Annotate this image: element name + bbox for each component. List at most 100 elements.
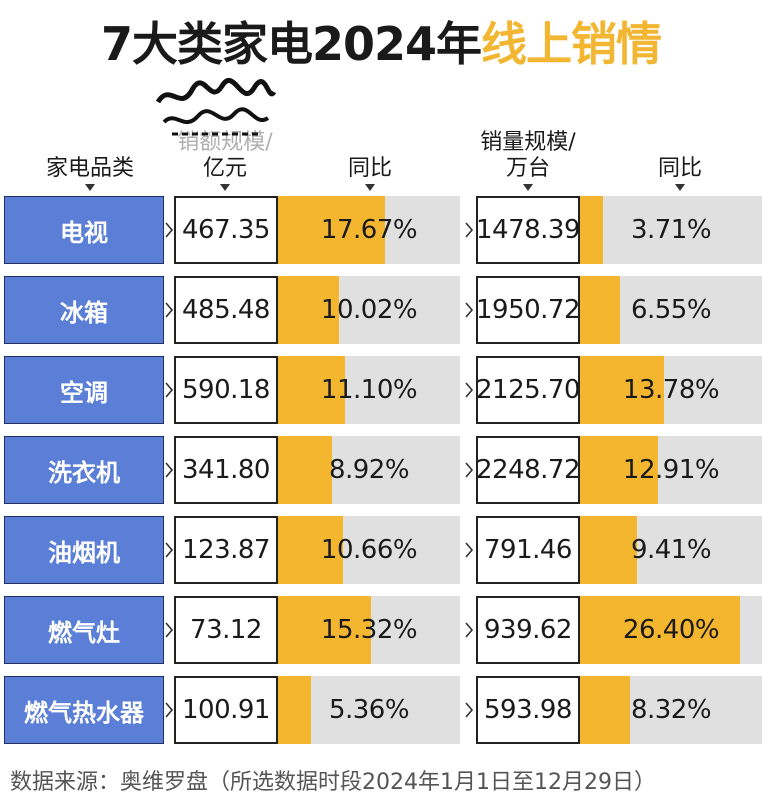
volume-value-cell: 1950.72 [476, 276, 581, 344]
chevron-right-icon [165, 542, 174, 558]
chevron-right-icon [165, 702, 174, 718]
volume-yoy-bar-fill [580, 676, 630, 744]
volume-yoy-bar-track [580, 596, 762, 664]
sales-yoy-label: 5.36% [328, 695, 410, 725]
category-cell: 燃气灶 [4, 596, 164, 664]
volume-value-cell: 2248.72 [476, 436, 581, 504]
sales-value-cell: 73.12 [174, 596, 278, 664]
title-highlight: 线上销情 [481, 17, 662, 71]
volume-yoy-label: 26.40% [622, 615, 720, 645]
table-row: 空调 590.18 11.10% 2125.70 13.78% [0, 356, 762, 426]
sales-yoy-bar-track [278, 676, 460, 744]
volume-yoy-bar-track [580, 676, 762, 744]
sales-yoy-label: 15.32% [320, 615, 418, 645]
sales-yoy-bar-fill [278, 356, 345, 424]
category-cell: 空调 [4, 356, 164, 424]
chevron-right-icon [465, 542, 474, 558]
sales-yoy-label: 10.66% [320, 535, 418, 565]
sales-yoy-bar-track [278, 356, 460, 424]
header-yoy-volume-label: 同比 [657, 156, 702, 181]
header-yoy-sales: 同比 [320, 156, 420, 191]
page-title: 7大类家电2024年线上销情 [0, 14, 762, 74]
header-sales-value: 销额规模/ 亿元 [160, 130, 290, 191]
volume-yoy-bar-fill [580, 356, 664, 424]
volume-yoy-bar-track [580, 356, 762, 424]
volume-value-cell: 1478.39 [476, 196, 581, 264]
sales-value-cell: 467.35 [174, 196, 278, 264]
volume-yoy-bar-track [580, 196, 762, 264]
chevron-right-icon [465, 462, 474, 478]
sales-yoy-label: 8.92% [328, 455, 410, 485]
sales-yoy-label: 10.02% [320, 295, 418, 325]
category-cell: 冰箱 [4, 276, 164, 344]
volume-yoy-bar-fill [580, 436, 658, 504]
volume-yoy-bar-track [580, 436, 762, 504]
sales-yoy-bar-fill [278, 596, 371, 664]
sales-yoy-bar-track [278, 436, 460, 504]
table-row: 洗衣机 341.80 8.92% 2248.72 12.91% [0, 436, 762, 506]
volume-yoy-label: 8.32% [630, 695, 712, 725]
sales-value-cell: 485.48 [174, 276, 278, 344]
header-category-label: 家电品类 [45, 156, 134, 181]
chevron-right-icon [165, 302, 174, 318]
sales-value-cell: 341.80 [174, 436, 278, 504]
header-sales-value-line1: 销额规模/ [177, 130, 273, 155]
header-category-arrow [85, 184, 95, 191]
header-sales-value-line2: 亿元 [202, 156, 247, 181]
chevron-right-icon [465, 622, 474, 638]
volume-yoy-bar-fill [580, 596, 740, 664]
volume-value-cell: 593.98 [476, 676, 580, 744]
header-volume-line2: 万台 [505, 156, 550, 181]
category-cell: 洗衣机 [4, 436, 164, 504]
chevron-right-icon [465, 382, 474, 398]
sales-yoy-bar-fill [278, 436, 332, 504]
header-category: 家电品类 [20, 156, 160, 191]
volume-yoy-bar-fill [580, 516, 637, 584]
header-volume-line1: 销量规模/ [480, 130, 576, 155]
volume-value-cell: 939.62 [476, 596, 580, 664]
chevron-right-icon [465, 702, 474, 718]
chevron-right-icon [465, 302, 474, 318]
sales-yoy-bar-fill [278, 276, 339, 344]
header-sales-value-arrow [220, 184, 230, 191]
volume-yoy-bar-fill [580, 276, 620, 344]
sales-yoy-bar-track [278, 276, 460, 344]
sales-yoy-bar-fill [278, 516, 343, 584]
table-row: 油烟机 123.87 10.66% 791.46 9.41% [0, 516, 762, 586]
volume-yoy-label: 3.71% [630, 215, 712, 245]
sales-yoy-label: 11.10% [320, 375, 418, 405]
chevron-right-icon [465, 222, 474, 238]
sales-yoy-bar-track [278, 596, 460, 664]
sales-yoy-bar-track [278, 196, 460, 264]
chevron-right-icon [165, 382, 174, 398]
volume-yoy-bar-track [580, 516, 762, 584]
volume-value-cell: 2125.70 [476, 356, 581, 424]
volume-yoy-bar-fill [580, 196, 603, 264]
volume-value-cell: 791.46 [476, 516, 580, 584]
table-row: 冰箱 485.48 10.02% 1950.72 6.55% [0, 276, 762, 346]
sales-yoy-label: 17.67% [320, 215, 418, 245]
sales-value-cell: 100.91 [174, 676, 278, 744]
chevron-right-icon [165, 622, 174, 638]
chevron-right-icon [165, 222, 174, 238]
chevron-right-icon [165, 462, 174, 478]
sales-value-cell: 590.18 [174, 356, 278, 424]
table-row: 电视 467.35 17.67% 1478.39 3.71% [0, 196, 762, 266]
sales-yoy-bar-fill [278, 196, 385, 264]
volume-yoy-bar-track [580, 276, 762, 344]
header-volume: 销量规模/ 万台 [458, 130, 598, 191]
header-yoy-sales-label: 同比 [347, 156, 392, 181]
table-row: 燃气热水器 100.91 5.36% 593.98 8.32% [0, 676, 762, 746]
header-yoy-volume-arrow [675, 184, 685, 191]
header-yoy-sales-arrow [365, 184, 375, 191]
scribble-mark [155, 77, 277, 136]
volume-yoy-label: 13.78% [622, 375, 720, 405]
category-cell: 电视 [4, 196, 164, 264]
table-row: 燃气灶 73.12 15.32% 939.62 26.40% [0, 596, 762, 666]
sales-yoy-bar-fill [278, 676, 311, 744]
category-cell: 油烟机 [4, 516, 164, 584]
volume-yoy-label: 12.91% [622, 455, 720, 485]
title-main: 7大类家电2024年 [100, 17, 482, 71]
sales-value-cell: 123.87 [174, 516, 278, 584]
category-cell: 燃气热水器 [4, 676, 164, 744]
